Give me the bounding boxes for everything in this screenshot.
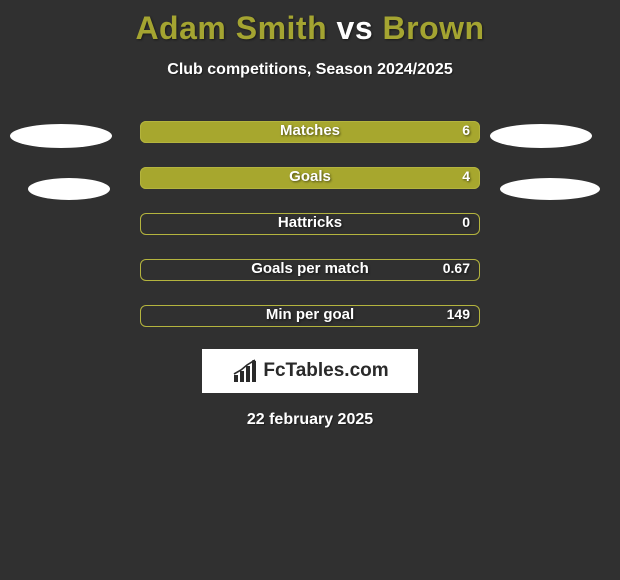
page-title: Adam Smith vs Brown bbox=[0, 0, 620, 47]
logo-text: FcTables.com bbox=[263, 360, 388, 382]
bar-track bbox=[140, 259, 480, 281]
player1-name: Adam Smith bbox=[135, 10, 327, 46]
bar-track bbox=[140, 305, 480, 327]
bar-track bbox=[140, 167, 480, 189]
comparison-rows: Matches6Goals4Hattricks0Goals per match0… bbox=[0, 119, 620, 329]
date-text: 22 february 2025 bbox=[0, 411, 620, 429]
metric-row: Goals per match0.67 bbox=[0, 257, 620, 283]
metric-row: Hattricks0 bbox=[0, 211, 620, 237]
fctables-logo: FcTables.com bbox=[202, 349, 418, 393]
decorative-ellipse bbox=[28, 178, 110, 200]
bar-fill-right bbox=[140, 167, 480, 189]
decorative-ellipse bbox=[490, 124, 592, 148]
bar-track bbox=[140, 121, 480, 143]
decorative-ellipse bbox=[10, 124, 112, 148]
decorative-ellipse bbox=[500, 178, 600, 200]
player2-name: Brown bbox=[383, 10, 485, 46]
bar-track bbox=[140, 213, 480, 235]
bar-fill-right bbox=[140, 121, 480, 143]
bars-icon bbox=[231, 357, 259, 385]
subtitle: Club competitions, Season 2024/2025 bbox=[0, 61, 620, 79]
metric-row: Min per goal149 bbox=[0, 303, 620, 329]
vs-text: vs bbox=[337, 10, 374, 46]
